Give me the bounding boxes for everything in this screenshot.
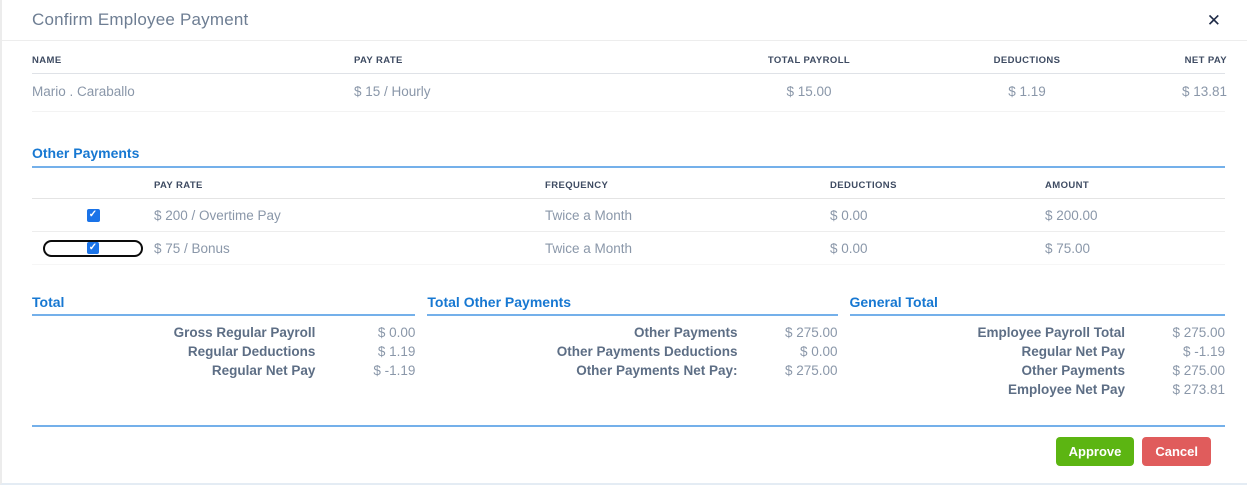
summary-label: Regular Deductions <box>187 344 316 359</box>
summary-value: $ 1.19 <box>377 344 416 359</box>
other-payment-row-overtime: ✓ $ 200 / Overtime Pay Twice a Month $ 0… <box>32 199 1225 232</box>
other-payment-row-bonus: ✓ $ 75 / Bonus Twice a Month $ 0.00 $ 75… <box>32 232 1225 265</box>
other-payment-frequency: Twice a Month <box>545 240 633 256</box>
other-payment-deductions: $ 0.00 <box>830 207 868 223</box>
summary-row: Employee Payroll Total $ 275.00 <box>850 323 1225 342</box>
summary-row: Other Payments $ 275.00 <box>427 323 838 342</box>
col-header-pay-rate: PAY RATE <box>354 55 403 66</box>
employee-deductions: $ 1.19 <box>1008 84 1046 99</box>
summary-label: Other Payments <box>633 325 738 340</box>
summary-label: Other Payments <box>1021 363 1125 378</box>
other-payment-amount: $ 200.00 <box>1045 207 1098 223</box>
dialog-title: Confirm Employee Payment <box>32 10 249 29</box>
other-payments-section-title: Other Payments <box>32 145 1225 168</box>
other-payment-pay-rate: $ 75 / Bonus <box>154 240 230 256</box>
col-header-deductions: DEDUCTIONS <box>830 180 897 191</box>
summary-label: Other Payments Net Pay: <box>576 363 738 378</box>
employee-net-pay: $ 13.81 <box>1181 84 1227 99</box>
total-other-payments-summary: Total Other Payments Other Payments $ 27… <box>427 294 838 399</box>
summary-row: Regular Net Pay $ -1.19 <box>32 361 416 380</box>
summary-value: $ 275.00 <box>1172 363 1225 378</box>
summary-value: $ -1.19 <box>1182 344 1225 359</box>
employee-name: Mario . Caraballo <box>32 84 135 99</box>
summary-row: Gross Regular Payroll $ 0.00 <box>32 323 416 342</box>
col-header-frequency: FREQUENCY <box>545 180 609 191</box>
summary-value: $ 0.00 <box>799 344 838 359</box>
employee-table-header-row: NAME PAY RATE TOTAL PAYROLL DEDUCTIONS N… <box>32 41 1227 74</box>
summary-row: Regular Deductions $ 1.19 <box>32 342 416 361</box>
col-header-amount: AMOUNT <box>1045 180 1090 191</box>
check-icon: ✓ <box>88 209 98 220</box>
dialog-titlebar: Confirm Employee Payment ✕ <box>2 0 1247 41</box>
col-header-deductions: DEDUCTIONS <box>993 55 1061 66</box>
col-header-name: NAME <box>32 55 62 66</box>
general-total-title: General Total <box>849 294 1225 316</box>
summary-value: $ -1.19 <box>373 363 416 378</box>
bonus-checkbox[interactable]: ✓ <box>87 242 99 254</box>
employee-table-row: Mario . Caraballo $ 15 / Hourly $ 15.00 … <box>32 74 1227 112</box>
other-payment-pay-rate: $ 200 / Overtime Pay <box>154 207 281 223</box>
summary-row: Other Payments Net Pay: $ 275.00 <box>427 361 837 380</box>
summary-label: Gross Regular Payroll <box>173 325 316 340</box>
summary-row: Regular Net Pay $ -1.19 <box>850 342 1225 361</box>
employee-pay-rate: $ 15 / Hourly <box>354 84 431 99</box>
col-header-net-pay: NET PAY <box>1184 55 1227 66</box>
total-other-payments-title: Total Other Payments <box>427 294 838 316</box>
summary-label: Employee Net Pay <box>1007 382 1125 397</box>
summary-value: $ 275.00 <box>784 363 838 378</box>
summary-value: $ 275.00 <box>784 325 838 340</box>
col-header-checkbox <box>32 174 154 193</box>
approve-button[interactable]: Approve <box>1055 437 1135 466</box>
general-total-summary: General Total Employee Payroll Total $ 2… <box>849 294 1225 399</box>
other-payment-frequency: Twice a Month <box>545 207 633 223</box>
summary-row: Employee Net Pay $ 273.81 <box>850 380 1225 399</box>
overtime-pay-checkbox[interactable]: ✓ <box>86 208 100 222</box>
other-payment-deductions: $ 0.00 <box>830 240 868 256</box>
other-payments-header-row: PAY RATE FREQUENCY DEDUCTIONS AMOUNT <box>32 168 1225 199</box>
cancel-button[interactable]: Cancel <box>1142 437 1211 466</box>
employee-payroll-table: NAME PAY RATE TOTAL PAYROLL DEDUCTIONS N… <box>32 41 1227 112</box>
col-header-total-payroll: TOTAL PAYROLL <box>767 55 851 66</box>
click-highlight-annotation: ✓ <box>43 239 143 257</box>
summary-value: $ 273.81 <box>1172 382 1225 397</box>
summary-row: Other Payments $ 275.00 <box>850 361 1225 380</box>
employee-total-payroll: $ 15.00 <box>786 84 832 99</box>
col-header-pay-rate: PAY RATE <box>154 180 203 191</box>
total-summary: Total Gross Regular Payroll $ 0.00 Regul… <box>32 294 416 399</box>
summary-label: Other Payments Deductions <box>556 344 738 359</box>
footer-divider <box>32 425 1225 427</box>
other-payment-amount: $ 75.00 <box>1045 240 1091 256</box>
other-payments-table: PAY RATE FREQUENCY DEDUCTIONS AMOUNT ✓ $… <box>32 168 1225 265</box>
summary-value: $ 275.00 <box>1172 325 1225 340</box>
dialog-footer: Approve Cancel <box>2 427 1247 466</box>
summary-value: $ 0.00 <box>377 325 416 340</box>
summary-label: Employee Payroll Total <box>977 325 1125 340</box>
summary-label: Regular Net Pay <box>1021 344 1125 359</box>
check-icon: ✓ <box>88 242 98 253</box>
total-title: Total <box>32 294 416 316</box>
totals-section: Total Gross Regular Payroll $ 0.00 Regul… <box>32 294 1225 399</box>
close-icon[interactable]: ✕ <box>1206 10 1221 30</box>
summary-row: Other Payments Deductions $ 0.00 <box>427 342 838 361</box>
summary-label: Regular Net Pay <box>211 363 316 378</box>
